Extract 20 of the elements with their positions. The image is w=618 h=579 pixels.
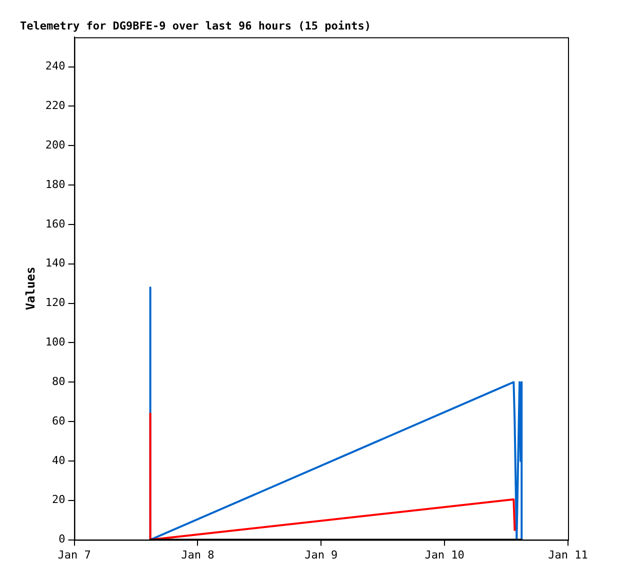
x-tick-label: Jan 8 <box>181 548 214 562</box>
x-tick-label: Jan 7 <box>58 548 91 562</box>
chart-title: Telemetry for DG9BFE-9 over last 96 hours (15 points) <box>20 19 371 32</box>
y-tick-label: 140 <box>45 256 66 270</box>
y-tick-label: 120 <box>45 296 66 310</box>
y-tick-label: 180 <box>45 178 66 191</box>
y-tick-label: 160 <box>45 217 66 230</box>
y-tick-label: 60 <box>52 414 66 428</box>
y-tick-label: 80 <box>52 374 66 388</box>
y-tick-label: 40 <box>52 454 66 467</box>
x-tick-label: Jan 9 <box>304 548 338 562</box>
y-axis-title: Values <box>23 266 38 310</box>
y-tick-label: 0 <box>58 532 66 546</box>
y-tick-label: 220 <box>45 99 66 112</box>
y-tick-label: 100 <box>45 336 66 349</box>
y-tick-label: 200 <box>45 138 66 152</box>
x-tick-label: Jan 11 <box>548 548 588 562</box>
y-tick-label: 240 <box>45 60 66 73</box>
y-tick-label: 20 <box>52 493 66 506</box>
x-tick-label: Jan 10 <box>424 548 464 562</box>
